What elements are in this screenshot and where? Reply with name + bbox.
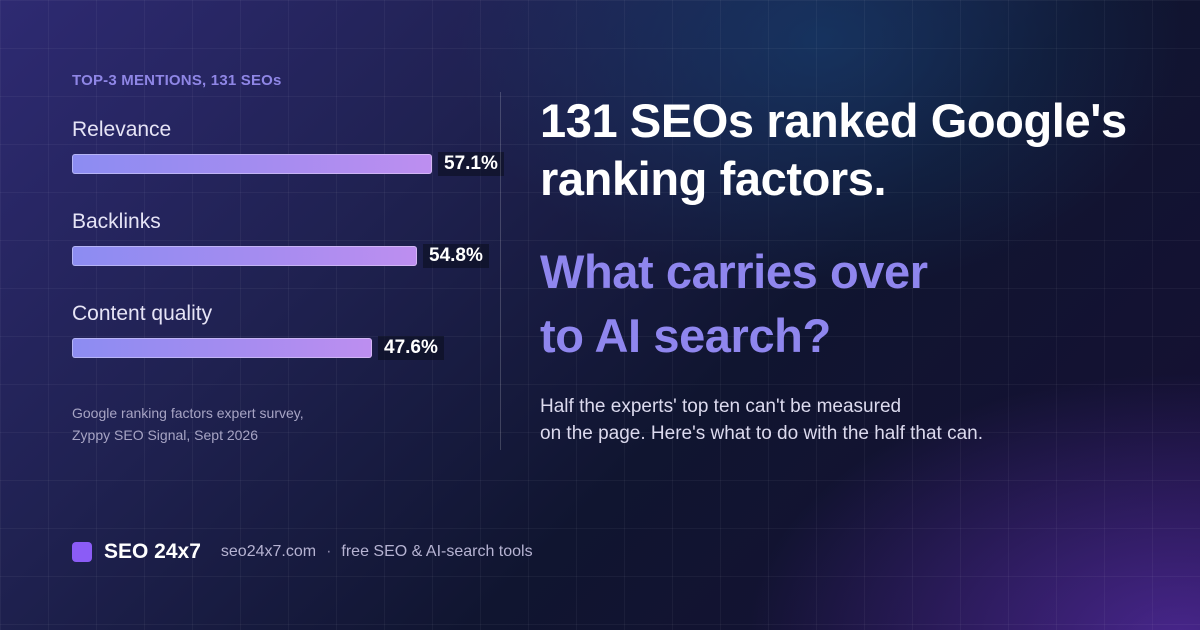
logo-square-icon [72, 542, 92, 562]
value-label: 54.8% [423, 244, 489, 268]
category-label: Content quality [72, 302, 213, 325]
bar-row: Backlinks 54.8% [72, 210, 492, 302]
brand-name: SEO 24x7 [104, 540, 201, 563]
body-line: on the page. Here's what to do with the … [540, 423, 984, 444]
footer: SEO 24x7 seo24x7.com · free SEO & AI-sea… [72, 540, 533, 564]
subheadline-line: What carries over [540, 245, 928, 298]
source-line: Google ranking factors expert survey, [72, 405, 304, 421]
bar-chart: Relevance 57.1% Backlinks 54.8% Content … [72, 118, 504, 394]
body-text: Half the experts' top ten can't be measu… [540, 393, 1140, 447]
headline: 131 SEOs ranked Google's ranking factors… [540, 92, 1180, 208]
chart-source: Google ranking factors expert survey, Zy… [72, 402, 304, 446]
separator-dot: · [326, 543, 332, 560]
bar-track [72, 154, 432, 174]
source-line: Zyppy SEO Signal, Sept 2026 [72, 427, 258, 443]
vertical-divider [500, 92, 501, 450]
category-label: Backlinks [72, 210, 161, 233]
value-label: 57.1% [438, 152, 504, 176]
bar-track [72, 246, 432, 266]
subheadline: What carries over to AI search? [540, 240, 1180, 368]
subheadline-line: to AI search? [540, 309, 831, 362]
site-domain[interactable]: seo24x7.com [220, 543, 317, 560]
body-line: Half the experts' top ten can't be measu… [540, 396, 902, 417]
bar-backlinks [72, 246, 417, 266]
headline-line: ranking factors. [540, 152, 887, 205]
value-label: 47.6% [378, 336, 444, 360]
bar-row: Relevance 57.1% [72, 118, 504, 210]
bar-relevance [72, 154, 432, 174]
category-label: Relevance [72, 118, 172, 141]
bar-track [72, 338, 432, 358]
bar-content-quality [72, 338, 372, 358]
chart-title: TOP-3 MENTIONS, 131 SEOs [72, 72, 282, 89]
bar-row: Content quality 47.6% [72, 302, 492, 394]
headline-line: 131 SEOs ranked Google's [540, 94, 1127, 147]
tagline: free SEO & AI-search tools [341, 543, 533, 560]
